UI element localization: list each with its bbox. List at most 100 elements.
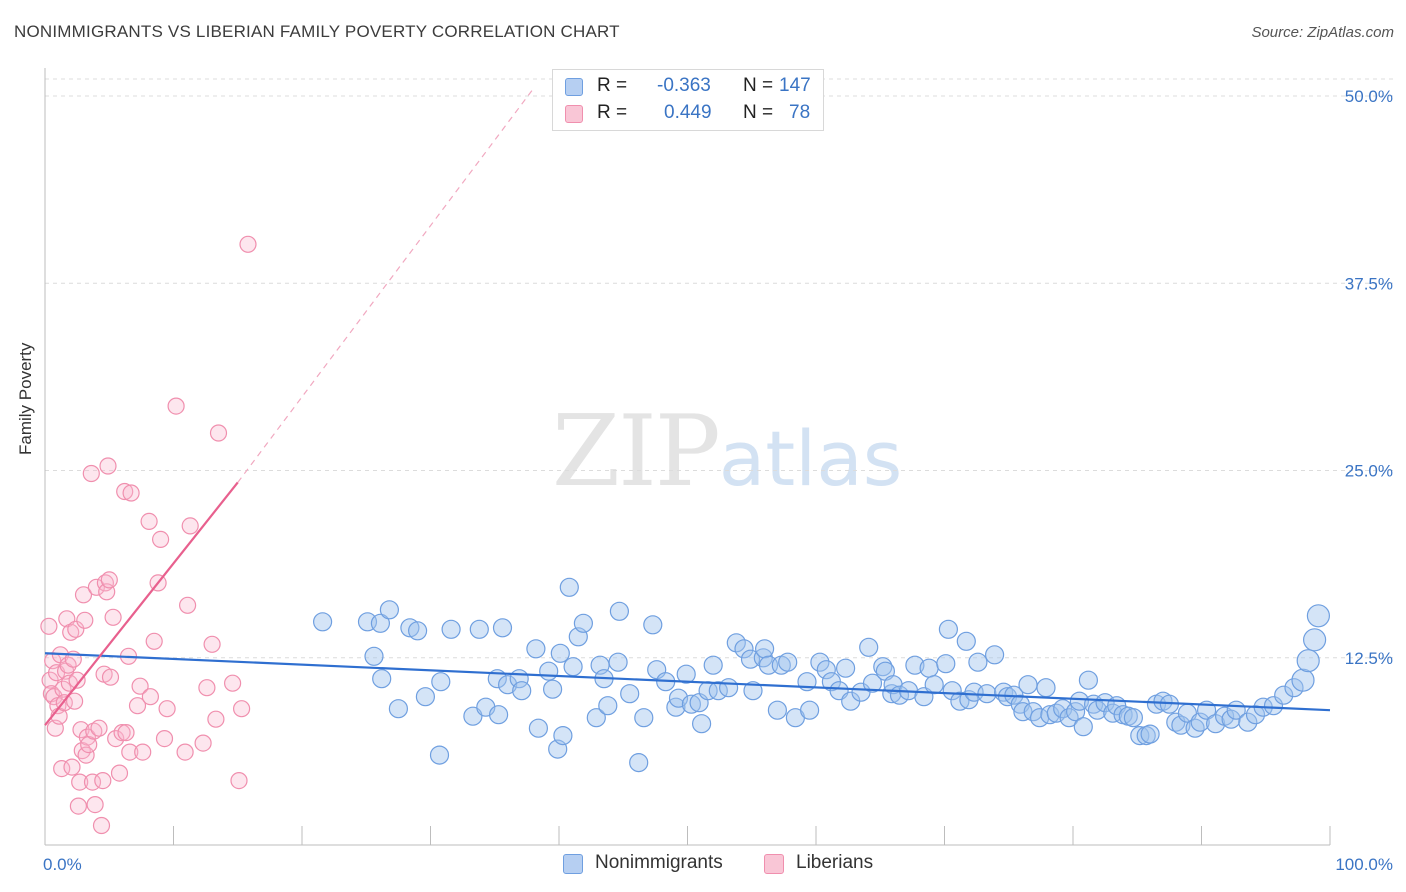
point-nonimmigrants	[1140, 724, 1160, 744]
point-liberians	[92, 816, 111, 835]
point-liberians	[145, 632, 163, 650]
point-nonimmigrants	[550, 643, 570, 663]
point-nonimmigrants	[408, 621, 428, 641]
point-liberians	[63, 758, 81, 776]
legend-item-liberians[interactable]: Liberians	[764, 852, 884, 876]
point-liberians	[90, 719, 108, 737]
x-tick-label: 100.0%	[1335, 855, 1393, 874]
point-nonimmigrants	[1130, 725, 1150, 746]
point-nonimmigrants	[643, 615, 663, 635]
point-nonimmigrants	[528, 718, 549, 738]
point-liberians	[203, 635, 221, 653]
point-nonimmigrants	[1284, 678, 1304, 698]
trend-line-liberians	[44, 481, 239, 726]
point-liberians	[76, 611, 94, 629]
point-liberians	[233, 700, 251, 718]
series-liberians	[40, 235, 257, 835]
point-nonimmigrants	[1018, 675, 1038, 695]
point-liberians	[87, 578, 106, 596]
legend-item-nonimmigrants[interactable]: Nonimmigrants	[563, 852, 743, 876]
watermark-zip: ZIP	[552, 395, 721, 509]
point-nonimmigrants	[608, 652, 628, 672]
point-nonimmigrants	[629, 752, 649, 773]
point-liberians	[69, 797, 88, 815]
point-nonimmigrants	[563, 657, 583, 677]
stats-swatch-liberians	[565, 105, 583, 123]
point-nonimmigrants	[379, 600, 399, 620]
point-nonimmigrants	[553, 725, 573, 746]
point-nonimmigrants	[469, 619, 489, 639]
point-nonimmigrants	[542, 679, 563, 699]
point-liberians	[100, 571, 118, 589]
point-nonimmigrants	[859, 637, 879, 657]
point-liberians	[128, 697, 147, 715]
point-nonimmigrants	[718, 678, 739, 698]
point-liberians	[104, 608, 122, 626]
point-nonimmigrants	[1302, 628, 1327, 652]
point-liberians	[77, 746, 95, 764]
point-nonimmigrants	[489, 705, 509, 725]
point-liberians	[141, 688, 159, 706]
point-nonimmigrants	[1263, 696, 1284, 716]
point-nonimmigrants	[1069, 691, 1090, 711]
point-nonimmigrants	[400, 618, 420, 638]
point-liberians	[209, 424, 228, 442]
point-liberians	[94, 771, 112, 790]
point-liberians	[82, 464, 100, 483]
point-nonimmigrants	[938, 619, 959, 639]
point-liberians	[239, 235, 257, 253]
point-nonimmigrants	[441, 619, 461, 639]
point-nonimmigrants	[681, 694, 702, 714]
point-liberians	[140, 512, 158, 531]
point-liberians	[107, 729, 125, 748]
point-liberians	[167, 397, 185, 415]
point-nonimmigrants	[956, 631, 976, 651]
point-nonimmigrants	[1274, 685, 1294, 705]
point-liberians	[224, 674, 242, 692]
point-nonimmigrants	[1221, 709, 1241, 729]
trend-lines	[44, 86, 1331, 726]
r-label: R =	[597, 75, 628, 96]
point-nonimmigrants	[1095, 693, 1115, 713]
point-liberians	[86, 795, 104, 814]
point-nonimmigrants	[620, 684, 640, 704]
point-nonimmigrants	[1036, 678, 1056, 698]
r-value: 0.449	[664, 102, 712, 123]
watermark: ZIPatlas	[552, 395, 902, 509]
point-nonimmigrants	[778, 652, 798, 672]
point-liberians	[121, 743, 139, 761]
point-nonimmigrants	[492, 618, 513, 638]
stats-row-nonimmigrants: R = -0.363 N = 147	[565, 74, 815, 100]
point-liberians	[65, 692, 84, 710]
r-value: -0.363	[657, 75, 711, 96]
point-nonimmigrants	[743, 681, 763, 701]
point-liberians	[99, 457, 117, 475]
point-liberians	[179, 596, 197, 614]
stats-swatch-nonimmigrants	[565, 78, 583, 96]
point-liberians	[85, 722, 103, 740]
point-liberians	[67, 620, 85, 638]
point-nonimmigrants	[573, 613, 594, 633]
point-liberians	[68, 671, 86, 689]
point-nonimmigrants	[431, 672, 451, 692]
point-nonimmigrants	[415, 687, 435, 707]
point-nonimmigrants	[1073, 717, 1093, 737]
point-nonimmigrants	[919, 658, 939, 678]
y-tick-label: 12.5%	[1345, 649, 1393, 668]
point-liberians	[110, 764, 129, 782]
point-nonimmigrants	[1245, 705, 1266, 725]
point-nonimmigrants	[1065, 702, 1086, 722]
point-nonimmigrants	[734, 639, 754, 659]
tick-labels: 12.5% 25.0% 37.5% 50.0% 0.0% 100.0%	[43, 87, 1393, 874]
point-liberians	[116, 482, 134, 501]
point-nonimmigrants	[586, 708, 606, 728]
point-liberians	[155, 729, 174, 748]
point-nonimmigrants	[1013, 702, 1033, 722]
n-label: N =	[743, 102, 774, 123]
legend-swatch-nonimmigrants	[563, 854, 583, 874]
point-liberians	[40, 617, 58, 635]
point-liberians	[158, 700, 176, 718]
point-liberians	[198, 679, 216, 697]
point-nonimmigrants	[364, 646, 384, 666]
